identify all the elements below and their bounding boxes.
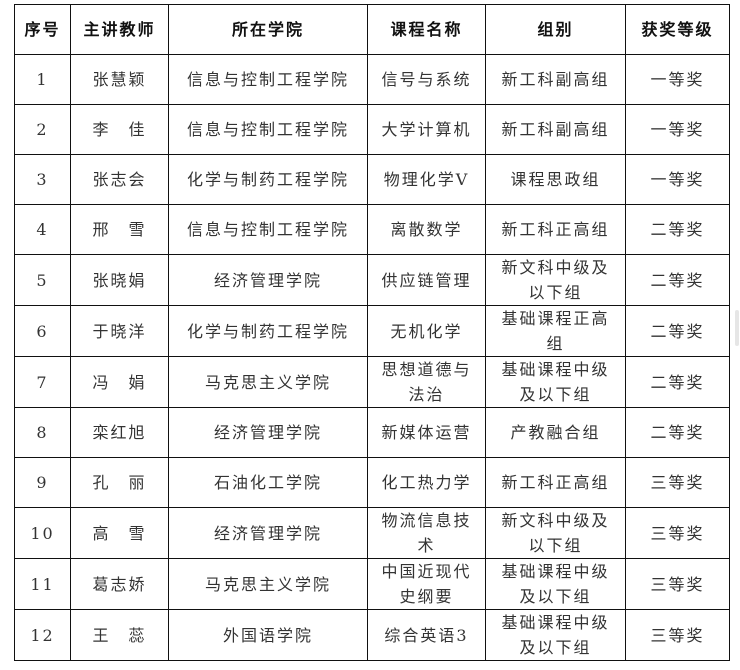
cell-college: 经济管理学院 — [168, 254, 368, 306]
scrollbar[interactable] — [735, 310, 739, 346]
table-row: 12 王 蕊外国语学院 综合英语3 基础课程中级及以下组 三等奖 — [14, 609, 730, 661]
header-course: 课程名称 — [367, 4, 486, 55]
cell-award: 三等奖 — [625, 558, 730, 610]
cell-index: 1 — [14, 54, 71, 105]
cell-college: 信息与控制工程学院 — [168, 54, 368, 105]
cell-teacher: 冯 娟 — [70, 356, 169, 408]
table-row: 11 葛志娇 马克思主义学院 中国近现代史纲要 基础课程中级及以下组 三等奖 — [14, 558, 730, 610]
table-row: 8 栾红旭 经济管理学院 新媒体运营 产教融合组 二等奖 — [14, 407, 730, 458]
cell-group: 课程思政组 — [485, 154, 626, 205]
cell-college: 经济管理学院 — [168, 507, 368, 559]
cell-teacher: 李 佳 — [70, 104, 169, 155]
cell-group: 产教融合组 — [485, 407, 626, 458]
cell-group: 基础课程中级及以下组 — [485, 356, 626, 408]
cell-index: 11 — [14, 558, 71, 610]
table-row: 6 于晓洋 化学与制药工程学院 无机化学 基础课程正高组 二等奖 — [14, 305, 730, 357]
cell-index: 8 — [14, 407, 71, 458]
cell-group: 基础课程中级及以下组 — [485, 609, 626, 661]
table-row: 1 张慧颖 信息与控制工程学院 信号与系统 新工科副高组 一等奖 — [14, 54, 730, 105]
cell-award: 二等奖 — [625, 254, 730, 306]
cell-college: 经济管理学院 — [168, 407, 368, 458]
table-row: 5 张晓娟 经济管理学院 供应链管理 新文科中级及以下组 二等奖 — [14, 254, 730, 306]
table-row: 10 高 雪经济管理学院 物流信息技术 新文科中级及以下组 三等奖 — [14, 507, 730, 559]
cell-award: 一等奖 — [625, 54, 730, 105]
cell-group: 新文科中级及以下组 — [485, 254, 626, 306]
cell-index: 4 — [14, 204, 71, 255]
cell-teacher: 王 蕊 — [70, 609, 169, 661]
cell-college: 外国语学院 — [168, 609, 368, 661]
cell-group: 新工科正高组 — [485, 204, 626, 255]
header-college: 所在学院 — [168, 4, 368, 55]
cell-teacher: 葛志娇 — [70, 558, 169, 610]
cell-award: 三等奖 — [625, 609, 730, 661]
cell-group: 新工科副高组 — [485, 54, 626, 105]
cell-teacher: 高 雪 — [70, 507, 169, 559]
cell-award: 三等奖 — [625, 507, 730, 559]
cell-index: 7 — [14, 356, 71, 408]
cell-group: 基础课程中级及以下组 — [485, 558, 626, 610]
cell-award: 二等奖 — [625, 305, 730, 357]
cell-award: 三等奖 — [625, 457, 730, 508]
cell-index: 9 — [14, 457, 71, 508]
cell-course: 无机化学 — [367, 305, 486, 357]
cell-college: 信息与控制工程学院 — [168, 204, 368, 255]
cell-teacher: 邢 雪 — [70, 204, 169, 255]
cell-index: 5 — [14, 254, 71, 306]
cell-college: 化学与制药工程学院 — [168, 154, 368, 205]
header-award: 获奖等级 — [625, 4, 730, 55]
cell-course: 离散数学 — [367, 204, 486, 255]
cell-course: 新媒体运营 — [367, 407, 486, 458]
cell-teacher: 张慧颖 — [70, 54, 169, 105]
cell-award: 二等奖 — [625, 407, 730, 458]
cell-award: 一等奖 — [625, 154, 730, 205]
cell-course: 化工热力学 — [367, 457, 486, 508]
cell-course: 物流信息技术 — [367, 507, 486, 559]
cell-award: 一等奖 — [625, 104, 730, 155]
award-table: 序号 主讲教师 所在学院 课程名称 组别 获奖等级 1 张慧颖 信息与控制工程学院信… — [14, 4, 730, 661]
cell-teacher: 张志会 — [70, 154, 169, 205]
table-row: 3 张志会 化学与制药工程学院 物理化学Ⅴ 课程思政组 一等奖 — [14, 154, 730, 205]
cell-course: 供应链管理 — [367, 254, 486, 306]
cell-teacher: 孔 丽 — [70, 457, 169, 508]
header-group: 组别 — [485, 4, 626, 55]
cell-course: 中国近现代史纲要 — [367, 558, 486, 610]
cell-course: 信号与系统 — [367, 54, 486, 105]
cell-award: 二等奖 — [625, 204, 730, 255]
cell-index: 2 — [14, 104, 71, 155]
cell-group: 新文科中级及以下组 — [485, 507, 626, 559]
cell-course: 思想道德与法治 — [367, 356, 486, 408]
cell-index: 10 — [14, 507, 71, 559]
cell-teacher: 张晓娟 — [70, 254, 169, 306]
cell-college: 马克思主义学院 — [168, 558, 368, 610]
cell-index: 3 — [14, 154, 71, 205]
cell-group: 新工科正高组 — [485, 457, 626, 508]
cell-college: 化学与制药工程学院 — [168, 305, 368, 357]
cell-college: 信息与控制工程学院 — [168, 104, 368, 155]
cell-award: 二等奖 — [625, 356, 730, 408]
header-row: 序号 主讲教师 所在学院 课程名称 组别 获奖等级 — [14, 4, 730, 55]
cell-college: 石油化工学院 — [168, 457, 368, 508]
cell-index: 12 — [14, 609, 71, 661]
cell-teacher: 于晓洋 — [70, 305, 169, 357]
cell-course: 大学计算机 — [367, 104, 486, 155]
cell-college: 马克思主义学院 — [168, 356, 368, 408]
cell-group: 基础课程正高组 — [485, 305, 626, 357]
header-index: 序号 — [14, 4, 71, 55]
cell-course: 物理化学Ⅴ — [367, 154, 486, 205]
cell-group: 新工科副高组 — [485, 104, 626, 155]
header-teacher: 主讲教师 — [70, 4, 169, 55]
cell-course: 综合英语3 — [367, 609, 486, 661]
cell-index: 6 — [14, 305, 71, 357]
cell-teacher: 栾红旭 — [70, 407, 169, 458]
